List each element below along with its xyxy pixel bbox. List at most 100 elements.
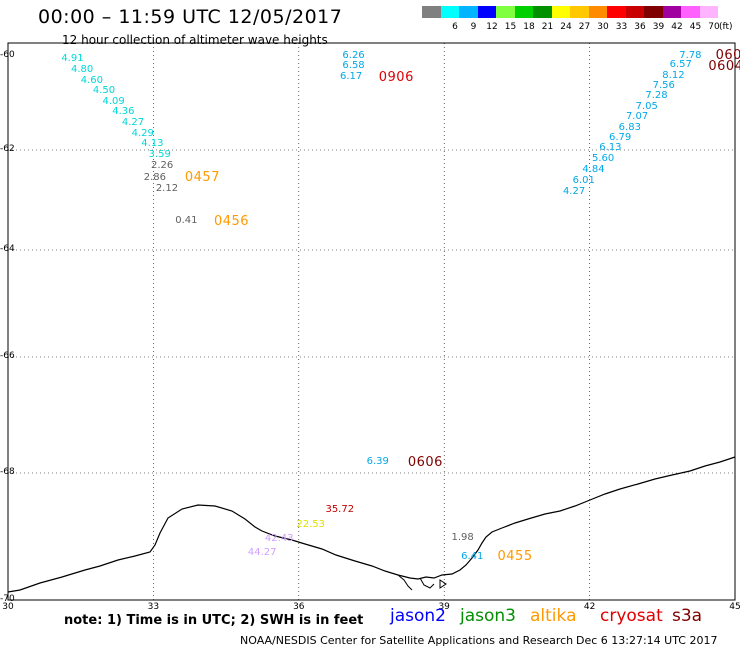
lon-tick-label: 36 <box>293 602 305 612</box>
legend-swatch <box>440 6 459 18</box>
wave-height-label: 6.83 <box>618 121 641 133</box>
legend-swatch <box>514 6 533 18</box>
legend-swatch <box>496 6 515 18</box>
legend-label: 15 <box>504 22 517 32</box>
legend-swatch <box>477 6 496 18</box>
lon-tick-label: 33 <box>147 602 160 612</box>
wave-height-map <box>7 42 736 601</box>
satellite-altika: altika <box>530 606 577 626</box>
wave-height-label: 22.53 <box>296 518 326 530</box>
wave-height-label: 6.39 <box>366 456 389 468</box>
legend-label: 30 <box>597 22 609 32</box>
legend-label: 42 <box>671 22 683 32</box>
wave-height-label: 8.12 <box>662 69 685 81</box>
lat-tick-label: -62 <box>0 144 15 154</box>
wave-height-label: 6.13 <box>599 142 622 154</box>
wave-height-label: 4.80 <box>71 64 94 76</box>
wave-height-label: 2.26 <box>150 160 174 171</box>
satellite-jason2: jason2 <box>390 606 446 626</box>
antarctic-coastline <box>7 456 736 593</box>
satellite-s3a: s3a <box>672 606 703 626</box>
wave-height-label: 7.56 <box>652 80 675 92</box>
legend-swatch <box>607 6 626 18</box>
credit-timestamp: Dec 6 13:27:14 UTC 2017 <box>576 634 718 647</box>
color-legend: 6 9 12 15 18 21 24 27 30 33 36 39 42 45 70 (ft) <box>0 0 740 40</box>
legend-swatch <box>422 6 441 18</box>
wave-height-label: 6.57 <box>669 59 692 71</box>
legend-swatch <box>459 6 478 18</box>
wave-height-label: 7.78 <box>679 49 702 61</box>
legend-swatch <box>681 6 700 18</box>
wave-height-label: 42.43 <box>264 533 294 545</box>
wave-height-label: 4.84 <box>582 164 605 175</box>
legend-swatch <box>551 6 570 18</box>
wave-height-label: 4.50 <box>92 85 116 97</box>
legend-swatch <box>570 6 589 18</box>
wave-height-label: 7.05 <box>635 100 658 112</box>
legend-swatch <box>662 6 681 18</box>
graticule <box>8 43 735 600</box>
wave-height-label: 4.60 <box>80 74 103 86</box>
lon-tick-label: 39 <box>438 602 450 612</box>
legend-label: 9 <box>470 22 477 32</box>
wave-height-label: 6.79 <box>608 131 632 143</box>
wave-height-label: 4.27 <box>562 186 586 197</box>
legend-label: 33 <box>615 22 628 32</box>
lat-tick-label: -60 <box>0 50 15 60</box>
legend-label: 70 <box>708 22 720 32</box>
pass-time-label: 060 <box>715 48 740 64</box>
wave-height-label: 2.12 <box>155 182 179 194</box>
pass-time-label: 0604 <box>708 58 740 74</box>
pass-time-label: 0456 <box>213 213 250 229</box>
page-title: 00:00 – 11:59 UTC 12/05/2017 <box>38 6 343 28</box>
lon-tick-label: 45 <box>729 602 740 612</box>
legend-label: 27 <box>578 22 591 32</box>
lat-tick-label: -66 <box>0 351 15 361</box>
credit-line: NOAA/NESDIS Center for Satellite Applica… <box>240 634 574 647</box>
units-note: note: 1) Time is in UTC; 2) SWH is in fe… <box>64 613 364 628</box>
pass-time-label: 0457 <box>184 169 220 185</box>
pass-time-label: 0906 <box>378 69 414 85</box>
legend-label: 45 <box>689 22 702 32</box>
wave-height-label: 5.60 <box>592 153 615 164</box>
legend-label: 12 <box>486 22 498 32</box>
legend-unit: (ft) <box>719 22 733 32</box>
legend-swatch <box>588 6 607 18</box>
wave-height-label: 7.28 <box>645 90 668 102</box>
wave-height-label: 3.59 <box>148 149 171 160</box>
lon-tick-label: 30 <box>2 602 14 612</box>
wave-height-label: 4.09 <box>102 95 125 107</box>
wave-height-label: 35.72 <box>325 504 355 516</box>
legend-label: 18 <box>523 22 535 32</box>
legend-label: 6 <box>452 22 458 32</box>
pass-time-label: 0606 <box>407 454 443 470</box>
legend-swatch <box>644 6 663 18</box>
legend-swatch <box>625 6 644 18</box>
satellite-cryosat: cryosat <box>600 606 663 626</box>
wave-height-label: 6.01 <box>572 175 595 186</box>
wave-height-label: 0.41 <box>175 215 198 226</box>
wave-height-label: 4.36 <box>112 106 135 118</box>
lat-tick-label: -70 <box>0 594 15 604</box>
satellite-jason3: jason3 <box>460 606 516 626</box>
wave-height-label: 6.41 <box>461 550 484 562</box>
wave-height-label: 2.86 <box>143 171 166 183</box>
coast-islets <box>397 574 447 591</box>
wave-height-label: 6.17 <box>339 71 363 83</box>
wave-height-label: 6.26 <box>342 49 365 61</box>
legend-swatch <box>699 6 718 18</box>
legend-label: 21 <box>541 22 554 32</box>
wave-height-label: 4.91 <box>61 53 84 65</box>
legend-label: 39 <box>652 22 665 32</box>
wave-height-label: 7.07 <box>625 111 649 123</box>
lat-tick-label: -68 <box>0 467 15 477</box>
wave-height-label: 4.13 <box>141 137 164 149</box>
legend-label: 24 <box>560 22 572 32</box>
legend-label: 36 <box>634 22 646 32</box>
map-frame <box>7 42 736 601</box>
pass-time-label: 0455 <box>497 549 533 565</box>
lat-tick-label: -64 <box>0 244 15 254</box>
wave-height-label: 1.98 <box>451 531 474 543</box>
wave-height-label: 4.29 <box>131 127 154 139</box>
wave-height-label: 4.27 <box>121 116 145 128</box>
